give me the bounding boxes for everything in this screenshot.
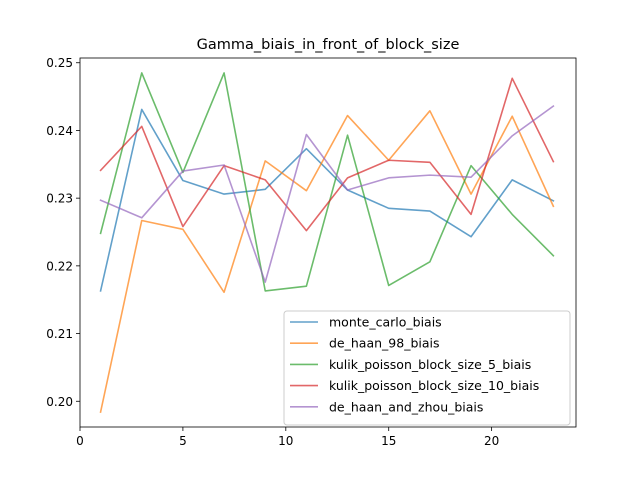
series-line-4 <box>99 104 555 283</box>
legend-label: de_haan_98_biais <box>329 336 440 351</box>
y-tick-label: 0.25 <box>46 56 73 70</box>
series-line-1 <box>99 110 555 414</box>
y-axis: 0.20 0.21 0.22 0.23 0.24 0.25 <box>46 56 80 409</box>
y-tick-label: 0.23 <box>46 192 73 206</box>
series-line-3 <box>99 77 555 232</box>
series-line-2 <box>99 72 555 292</box>
legend: monte_carlo_biais de_haan_98_biais kulik_p… <box>283 310 571 426</box>
series-line-0 <box>99 108 555 292</box>
chart-title: Gamma_biais_in_front_of_block_size <box>197 37 460 53</box>
x-tick-label: 5 <box>179 434 187 448</box>
y-tick-label: 0.22 <box>46 259 73 273</box>
y-tick-label: 0.21 <box>46 327 73 341</box>
x-tick-label: 15 <box>381 434 396 448</box>
legend-label: kulik_poisson_block_size_5_biais <box>329 357 531 372</box>
legend-label: de_haan_and_zhou_biais <box>329 399 483 414</box>
x-tick-label: 0 <box>76 434 84 448</box>
x-tick-label: 20 <box>484 434 499 448</box>
series-lines <box>99 72 555 414</box>
x-axis: 0 5 10 15 20 <box>76 427 499 448</box>
legend-label: monte_carlo_biais <box>329 315 442 330</box>
plot-area-frame <box>79 57 577 428</box>
y-tick-label: 0.24 <box>46 124 73 138</box>
legend-box <box>283 310 571 426</box>
y-tick-label: 0.20 <box>46 395 73 409</box>
x-tick-label: 10 <box>278 434 293 448</box>
legend-label: kulik_poisson_block_size_10_biais <box>329 378 539 393</box>
